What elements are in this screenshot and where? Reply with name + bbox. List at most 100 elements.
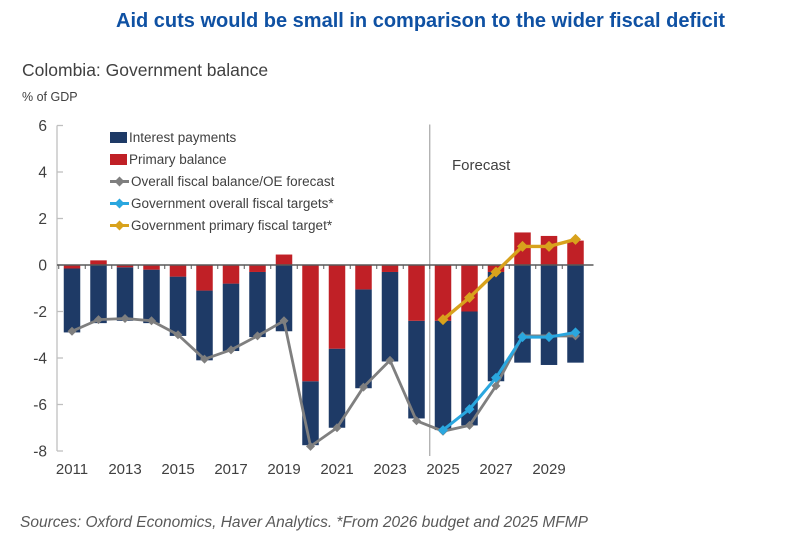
bar-interest-2017 bbox=[222, 283, 240, 352]
legend-swatch-overall-line-icon bbox=[110, 175, 129, 187]
overall-balance-series-marker bbox=[173, 330, 183, 340]
overall-balance-series-marker bbox=[412, 416, 421, 426]
x-axis-labels: 2011 2013 2015 2017 2019 2021 2023 2025 2027 2029 bbox=[56, 461, 566, 478]
bar-primary-2018 bbox=[249, 265, 266, 272]
page-title: Aid cuts would be small in comparison to… bbox=[116, 10, 725, 32]
primary-target-series-marker bbox=[464, 292, 475, 304]
source-note: Sources: Oxford Economics, Haver Analyti… bbox=[20, 514, 589, 531]
bar-primary-2014 bbox=[143, 265, 160, 270]
x-label-2015: 2015 bbox=[161, 461, 194, 478]
x-label-2023: 2023 bbox=[373, 461, 406, 478]
chart-legend: Interest payments Primary balance Overal… bbox=[110, 126, 334, 236]
legend-swatch-interest-icon bbox=[110, 131, 127, 143]
y-tick-label: -6 bbox=[33, 397, 47, 414]
bar-interest-2012 bbox=[90, 265, 107, 324]
bar-primary-2011 bbox=[63, 265, 81, 269]
overall-balance-series-marker bbox=[147, 316, 156, 326]
primary-target-series-marker bbox=[517, 240, 528, 252]
legend-label-interest: Interest payments bbox=[129, 129, 237, 145]
legend-label-overall: Overall fiscal balance/OE forecast bbox=[131, 173, 335, 189]
bar-primary-2012 bbox=[90, 260, 107, 265]
x-label-2017: 2017 bbox=[214, 461, 247, 478]
bar-primary-2017 bbox=[222, 265, 240, 284]
bar-primary-2030 bbox=[567, 240, 584, 265]
overall-balance-series-marker bbox=[253, 331, 262, 341]
overall-balance-series-marker bbox=[359, 382, 368, 392]
y-axis: 6 4 2 0 -2 -4 -6 -8 bbox=[33, 118, 63, 461]
bar-interest-2023 bbox=[381, 271, 399, 362]
legend-label-primary-target: Government primary fiscal target* bbox=[131, 217, 333, 233]
legend-item-interest-payments: Interest payments bbox=[110, 126, 334, 148]
primary-target-series-marker bbox=[570, 233, 581, 245]
bar-primary-2025 bbox=[434, 265, 452, 321]
x-label-2021: 2021 bbox=[320, 461, 353, 478]
overall-target-series-marker bbox=[491, 372, 501, 383]
overall-balance-series-marker bbox=[332, 423, 342, 433]
overall-target-series-marker bbox=[570, 327, 581, 338]
bar-primary-2023 bbox=[381, 265, 399, 272]
overall-balance-series-marker bbox=[120, 313, 130, 323]
overall-target-series-marker bbox=[544, 332, 554, 343]
x-label-2011: 2011 bbox=[56, 461, 88, 478]
primary-target-series-marker bbox=[543, 240, 555, 252]
bar-interest-2029 bbox=[540, 265, 558, 365]
legend-swatch-primary-icon bbox=[110, 153, 127, 165]
overall-balance-series-line bbox=[70, 317, 577, 448]
overall-balance-series-marker bbox=[385, 355, 395, 365]
bar-primary-2013 bbox=[116, 265, 134, 268]
overall-target-series-marker bbox=[464, 404, 475, 415]
overall-target-series-line bbox=[441, 330, 577, 432]
legend-label-primary: Primary balance bbox=[129, 151, 227, 167]
chart-plot-area: 6 4 2 0 -2 -4 -6 -8 2011 2013 2015 2017 2019 2021 2023… bbox=[33, 118, 594, 478]
x-label-2019: 2019 bbox=[267, 461, 300, 478]
primary-target-series-line bbox=[441, 237, 578, 322]
y-tick-label: -2 bbox=[33, 304, 47, 321]
overall-target-series bbox=[438, 327, 581, 436]
legend-label-overall-target: Government overall fiscal targets* bbox=[131, 195, 334, 211]
x-label-2013: 2013 bbox=[108, 461, 141, 478]
x-label-2029: 2029 bbox=[532, 461, 565, 478]
primary-bars bbox=[63, 232, 584, 382]
bar-interest-2016 bbox=[196, 290, 213, 361]
bar-interest-2026 bbox=[461, 311, 478, 426]
y-tick-label: -4 bbox=[33, 351, 47, 368]
y-tick-label: 6 bbox=[38, 118, 47, 135]
primary-target-series-marker bbox=[490, 266, 502, 278]
bar-interest-2018 bbox=[249, 271, 266, 338]
y-axis-units-label: % of GDP bbox=[22, 90, 78, 104]
overall-target-series-marker bbox=[438, 425, 448, 436]
bar-interest-2021 bbox=[328, 348, 346, 428]
bar-primary-2020 bbox=[302, 265, 319, 382]
bar-primary-2024 bbox=[408, 265, 425, 321]
legend-item-overall-balance: Overall fiscal balance/OE forecast bbox=[110, 170, 334, 192]
bar-primary-2015 bbox=[169, 265, 187, 277]
overall-target-series-marker bbox=[517, 332, 528, 343]
legend-item-overall-target: Government overall fiscal targets* bbox=[110, 192, 334, 214]
primary-target-series bbox=[437, 233, 581, 326]
chart-subtitle: Colombia: Government balance bbox=[22, 60, 269, 80]
legend-swatch-overall-target-line-icon bbox=[110, 197, 129, 209]
bar-interest-2027 bbox=[487, 271, 505, 382]
y-tick-label: 2 bbox=[38, 211, 47, 228]
bar-interest-2024 bbox=[408, 320, 425, 419]
bar-interest-2015 bbox=[169, 276, 187, 336]
bar-interest-2013 bbox=[116, 267, 134, 321]
y-tick-label: -8 bbox=[33, 444, 47, 461]
bar-interest-2014 bbox=[143, 269, 160, 324]
legend-swatch-primary-target-line-icon bbox=[110, 219, 129, 231]
overall-balance-series-marker bbox=[94, 315, 103, 325]
x-label-2027: 2027 bbox=[479, 461, 512, 478]
primary-target-series-marker bbox=[437, 314, 449, 326]
bar-primary-2016 bbox=[196, 265, 213, 291]
overall-balance-series-marker bbox=[226, 345, 236, 355]
overall-balance-series-marker bbox=[465, 420, 474, 430]
x-axis bbox=[57, 264, 594, 269]
overall-balance-series-marker bbox=[67, 326, 77, 336]
interest-bars bbox=[63, 265, 584, 446]
bar-primary-2021 bbox=[328, 265, 346, 349]
legend-item-primary-balance: Primary balance bbox=[110, 148, 334, 170]
bar-interest-2019 bbox=[275, 265, 293, 332]
overall-balance-series-marker bbox=[200, 354, 209, 364]
bar-interest-2030 bbox=[567, 265, 584, 363]
